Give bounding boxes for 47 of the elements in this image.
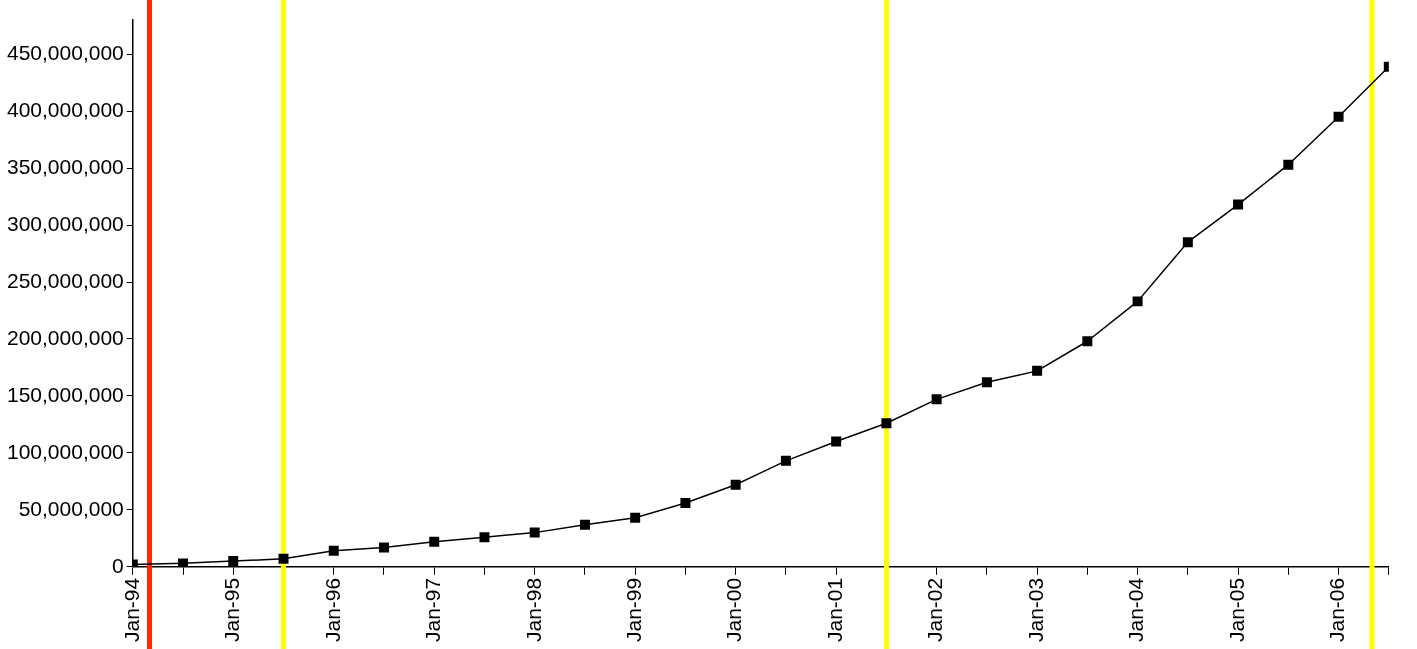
x-tick-label: Jan-97 [421, 577, 445, 643]
x-tick-label: Jan-03 [1023, 577, 1047, 643]
point [931, 394, 942, 405]
point [228, 556, 239, 567]
x-tick-label: Jan-05 [1224, 577, 1248, 643]
point [630, 512, 641, 523]
x-tick-label: Jan-00 [722, 577, 746, 643]
point [529, 527, 540, 538]
point [680, 498, 691, 508]
point [1032, 365, 1043, 376]
point [1132, 296, 1143, 307]
x-tick-label: Jan-98 [521, 577, 545, 643]
y-tick-label: 350,000,000 [6, 154, 124, 178]
x-tick-label: Jan-95 [220, 577, 244, 643]
point [278, 553, 289, 564]
point [479, 532, 490, 543]
point [1333, 111, 1344, 122]
y-tick-label: 450,000,000 [6, 40, 124, 64]
x-tick-label: Jan-06 [1325, 577, 1349, 643]
point [831, 436, 842, 447]
point [178, 558, 189, 567]
y-tick-label: 50,000,000 [18, 496, 124, 520]
point [1233, 199, 1244, 210]
x-tick-label: Jan-96 [320, 577, 344, 643]
point [328, 545, 339, 556]
y-tick-label: 0 [112, 553, 124, 577]
x-tick-label: Jan-04 [1124, 577, 1148, 643]
point [378, 542, 389, 553]
x-tick-label: Jan-02 [923, 577, 947, 643]
y-tick-label: 200,000,000 [6, 325, 124, 349]
y-tick-label: 100,000,000 [6, 439, 124, 463]
point [1082, 336, 1093, 347]
y-tick-label: 150,000,000 [6, 382, 124, 406]
point [981, 377, 992, 388]
point [429, 536, 440, 547]
point [579, 519, 590, 530]
x-tick-label: Jan-99 [621, 577, 645, 643]
point [780, 455, 791, 466]
y-tick-label: 300,000,000 [6, 211, 124, 235]
x-tick-label: Jan-01 [822, 577, 846, 643]
point [730, 479, 741, 490]
y-tick-label: 400,000,000 [6, 97, 124, 121]
y-tick-label: 250,000,000 [6, 268, 124, 292]
point [881, 418, 892, 429]
x-tick-label: Jan-94 [119, 577, 143, 643]
point [1283, 159, 1294, 170]
point [1182, 237, 1193, 248]
